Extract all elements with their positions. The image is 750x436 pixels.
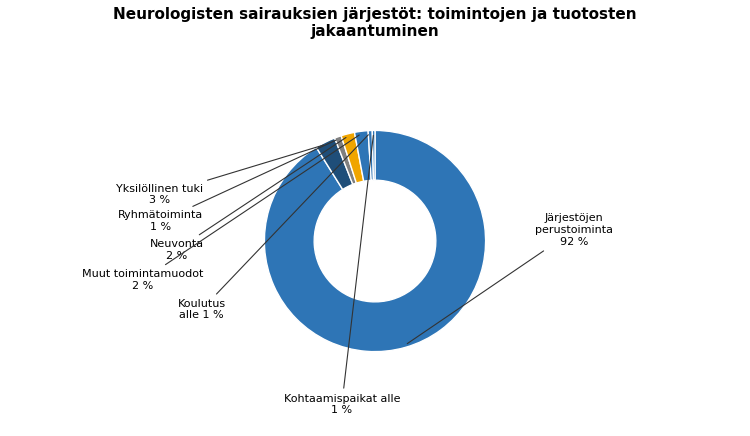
- Wedge shape: [265, 130, 485, 352]
- Text: Järjestöjen
perustoiminta
92 %: Järjestöjen perustoiminta 92 %: [407, 213, 614, 344]
- Text: Ryhmätoiminta
1 %: Ryhmätoiminta 1 %: [118, 140, 336, 232]
- Wedge shape: [341, 133, 364, 183]
- Text: Koulutus
alle 1 %: Koulutus alle 1 %: [178, 135, 368, 320]
- Text: Neuvonta
2 %: Neuvonta 2 %: [149, 137, 346, 261]
- Wedge shape: [368, 130, 374, 181]
- Wedge shape: [372, 130, 375, 180]
- Wedge shape: [355, 131, 371, 181]
- Wedge shape: [316, 138, 352, 190]
- Text: Kohtaamispaikat alle
1 %: Kohtaamispaikat alle 1 %: [284, 136, 400, 415]
- Wedge shape: [334, 136, 356, 184]
- Text: Muut toimintamuodot
2 %: Muut toimintamuodot 2 %: [82, 135, 359, 290]
- Title: Neurologisten sairauksien järjestöt: toimintojen ja tuotosten
jakaantuminen: Neurologisten sairauksien järjestöt: toi…: [113, 7, 637, 39]
- Text: Yksilöllinen tuki
3 %: Yksilöllinen tuki 3 %: [116, 145, 323, 205]
